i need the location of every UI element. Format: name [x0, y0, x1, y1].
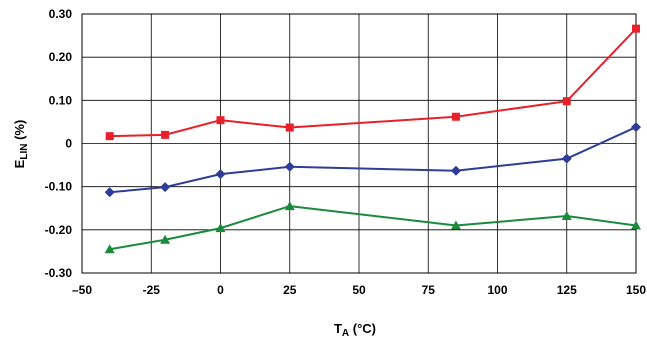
data-point [160, 234, 171, 244]
plot-frame [81, 13, 637, 274]
series-line [109, 205, 637, 251]
data-point [561, 153, 572, 164]
data-point [215, 223, 226, 233]
x-tick-label: 75 [422, 283, 436, 297]
data-point [631, 122, 641, 133]
data-point [216, 116, 225, 125]
data-point [285, 123, 294, 132]
series-layer [104, 24, 641, 254]
data-point [105, 132, 114, 141]
data-point [160, 182, 171, 193]
data-point [632, 24, 640, 33]
data-point [104, 187, 115, 198]
x-tick-label: 50 [352, 283, 366, 297]
data-point [215, 169, 226, 180]
y-tick-label: 0.20 [49, 50, 73, 64]
data-point [450, 165, 461, 176]
data-point [450, 220, 461, 230]
x-tick-label: 25 [283, 283, 297, 297]
x-tick-label: 150 [626, 283, 646, 297]
y-tick-label: 0.10 [49, 93, 73, 107]
series-square [105, 24, 640, 141]
y-tick-label: -0.10 [45, 180, 73, 194]
tick-labels: –50 -25 0 25 50 75 100 125 150 0.30 0.20 0.10 0 -0.10… [45, 7, 647, 297]
x-tick-label: –50 [72, 283, 92, 297]
y-tick-label: -0.20 [45, 223, 73, 237]
x-axis-title: TA (°C) [334, 321, 376, 339]
y-tick-label: -0.30 [45, 266, 73, 280]
x-tick-label: 125 [557, 283, 577, 297]
data-point [161, 130, 170, 139]
x-tick-label: 0 [217, 283, 224, 297]
data-point [284, 161, 295, 172]
data-point [104, 244, 115, 254]
data-point [561, 211, 572, 221]
y-axis-title: ELIN (%) [12, 120, 30, 169]
data-point [284, 201, 295, 211]
grid-lines [81, 13, 637, 274]
data-point [451, 112, 460, 121]
y-tick-label: 0 [65, 137, 72, 151]
data-point [631, 220, 641, 230]
y-tick-label: 0.30 [49, 7, 73, 21]
x-tick-label: -25 [143, 283, 161, 297]
x-tick-label: 100 [487, 283, 507, 297]
series-line [109, 126, 637, 194]
series-diamond [104, 122, 641, 198]
series-line [109, 27, 637, 138]
series-triangle [104, 201, 641, 254]
data-point [562, 97, 571, 106]
